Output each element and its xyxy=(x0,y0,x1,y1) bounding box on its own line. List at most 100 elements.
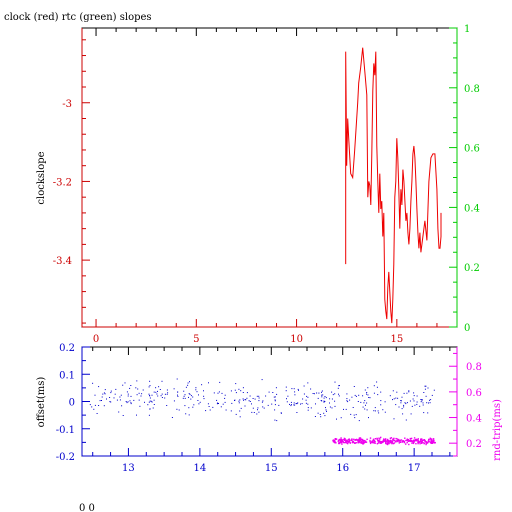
offset-point xyxy=(291,388,293,390)
offset-point xyxy=(416,401,418,403)
rnd-trip-point xyxy=(433,442,435,444)
rnd-trip-point xyxy=(362,443,364,445)
offset-point xyxy=(298,389,299,391)
offset-point xyxy=(203,390,204,392)
rnd-trip-point xyxy=(417,441,419,443)
rnd-trip-point xyxy=(389,439,392,442)
bottom-y2-tick-label: 0.4 xyxy=(466,414,482,425)
offset-point xyxy=(323,397,325,399)
offset-point xyxy=(91,406,93,408)
offset-point xyxy=(421,400,423,402)
offset-point xyxy=(127,395,129,397)
rnd-trip-point xyxy=(410,440,412,443)
offset-point xyxy=(337,387,339,389)
offset-point xyxy=(334,381,336,383)
offset-point xyxy=(374,410,376,412)
rnd-trip-point xyxy=(399,441,401,443)
rnd-trip-point xyxy=(378,440,380,442)
rnd-trip-point xyxy=(374,438,377,440)
bottom-y2-tick-label: 0.2 xyxy=(466,439,482,450)
offset-point xyxy=(307,382,309,384)
rnd-trip-point xyxy=(386,438,389,441)
offset-point xyxy=(287,395,289,397)
offset-point xyxy=(324,401,326,402)
offset-point xyxy=(164,397,166,399)
rnd-trip-point xyxy=(384,441,387,443)
rnd-trip-point xyxy=(355,442,357,444)
offset-point xyxy=(395,404,397,406)
offset-point xyxy=(188,407,190,409)
offset-point xyxy=(380,404,382,406)
rnd-trip-point xyxy=(351,441,354,444)
offset-point xyxy=(398,406,400,408)
rnd-trip-point xyxy=(353,442,356,444)
offset-point xyxy=(331,407,333,409)
rnd-trip-point xyxy=(420,438,423,441)
offset-point xyxy=(188,414,190,416)
rnd-trip-point xyxy=(421,442,423,444)
offset-point xyxy=(331,398,333,400)
rnd-trip-point xyxy=(412,442,415,445)
offset-point xyxy=(258,395,260,397)
offset-point xyxy=(96,413,98,414)
offset-point xyxy=(297,402,299,404)
rnd-trip-point xyxy=(350,439,353,441)
offset-point xyxy=(258,397,260,399)
rnd-trip-point xyxy=(382,439,385,442)
offset-point xyxy=(353,414,355,416)
bottom-y2-tick-label: 0.8 xyxy=(466,362,482,373)
rnd-trip-point xyxy=(382,440,384,443)
offset-point xyxy=(322,394,324,396)
offset-point xyxy=(256,395,258,397)
offset-point xyxy=(325,409,327,411)
rnd-trip-point xyxy=(423,439,425,441)
bottom-x-tick-label: 14 xyxy=(193,463,206,474)
offset-point xyxy=(355,414,357,416)
offset-point xyxy=(316,392,318,394)
offset-point xyxy=(118,411,120,413)
offset-point xyxy=(219,381,221,383)
rnd-trip-point xyxy=(388,442,390,445)
rnd-trip-point xyxy=(363,439,366,442)
offset-point xyxy=(239,399,241,401)
offset-point xyxy=(338,393,339,395)
rnd-trip-point xyxy=(392,442,395,445)
offset-point xyxy=(373,392,375,394)
offset-point xyxy=(141,393,143,395)
offset-point xyxy=(400,400,402,402)
offset-point xyxy=(230,410,232,412)
offset-point xyxy=(405,403,407,405)
offset-point xyxy=(212,406,214,408)
rnd-trip-point xyxy=(366,438,368,440)
offset-point xyxy=(430,399,432,401)
offset-point xyxy=(323,400,325,402)
offset-point xyxy=(148,393,150,395)
offset-point xyxy=(109,401,111,403)
offset-point xyxy=(198,394,199,396)
rnd-trip-point xyxy=(379,442,382,444)
offset-point xyxy=(262,406,264,408)
rnd-trip-point xyxy=(362,441,365,443)
rnd-trip-point xyxy=(413,439,415,441)
offset-point xyxy=(413,392,415,394)
offset-point xyxy=(285,386,287,388)
top-y-axis-label: clockslope xyxy=(36,151,47,204)
bottom-y-tick-label: 0.1 xyxy=(59,370,75,381)
offset-point xyxy=(393,398,395,400)
offset-point xyxy=(188,393,190,395)
offset-point xyxy=(302,398,304,400)
rnd-trip-point xyxy=(399,439,402,441)
rnd-trip-point xyxy=(389,440,391,442)
offset-point xyxy=(220,406,222,408)
offset-point xyxy=(364,389,366,391)
offset-point xyxy=(166,405,168,406)
offset-point xyxy=(238,402,240,404)
offset-point xyxy=(130,395,132,397)
offset-point xyxy=(294,404,296,406)
rnd-trip-point xyxy=(341,440,343,442)
offset-point xyxy=(367,387,369,389)
rnd-trip-point xyxy=(384,439,386,441)
top-y-tick-label: -3.4 xyxy=(53,256,72,267)
offset-point xyxy=(400,402,402,404)
offset-point xyxy=(403,392,405,394)
